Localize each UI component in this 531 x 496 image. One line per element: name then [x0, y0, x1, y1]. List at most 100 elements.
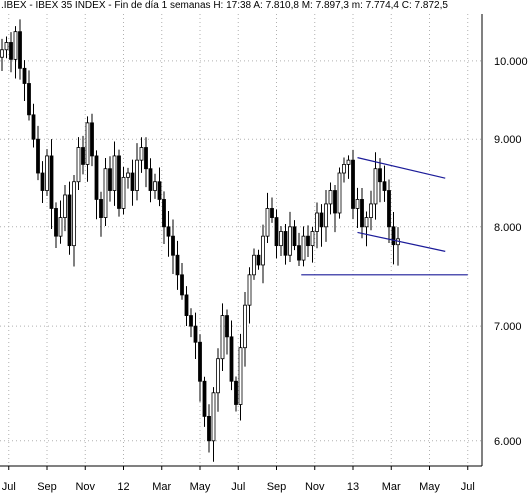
x-tick-label: Mar	[152, 481, 171, 493]
candle-body	[135, 159, 139, 191]
candle-body	[9, 42, 13, 60]
candle-body	[229, 336, 234, 382]
x-tick-label: Jul	[2, 481, 16, 493]
candle-body	[247, 274, 252, 306]
candle-body	[94, 155, 99, 200]
candle-body	[130, 172, 135, 191]
candle-body	[171, 235, 175, 256]
candle-body	[85, 122, 90, 165]
candle-body	[189, 315, 193, 327]
candle-body	[27, 83, 31, 116]
candle-body	[49, 155, 54, 209]
candle-body	[54, 208, 58, 237]
candle-body	[324, 203, 328, 228]
candle-body	[225, 315, 229, 338]
candle-body	[117, 155, 121, 209]
candle-body	[306, 235, 310, 247]
channel-upper-line	[357, 157, 446, 179]
x-tick-label: May	[190, 481, 211, 493]
candle-body	[333, 190, 337, 214]
candle-body	[13, 31, 18, 60]
candle-body	[283, 231, 288, 256]
candle-body	[22, 67, 27, 84]
candle-body	[148, 168, 153, 191]
candle-body	[166, 226, 171, 237]
candle-body	[67, 194, 72, 247]
candle-body	[319, 212, 324, 228]
y-tick-label: 8.000	[494, 222, 522, 234]
candle-body	[72, 181, 76, 247]
trendline-layer	[301, 157, 468, 276]
candle-body	[382, 181, 387, 191]
candle-body	[103, 168, 108, 218]
candle-body	[121, 176, 126, 209]
x-tick-label: 12	[117, 481, 129, 493]
candle-layer	[0, 19, 400, 462]
candle-body	[144, 147, 148, 170]
candle-body	[297, 245, 301, 261]
y-tick-label: 10.000	[494, 56, 528, 68]
candle-body	[139, 147, 144, 161]
candle-body	[45, 155, 49, 191]
candle-body	[63, 194, 67, 218]
candle-body	[364, 217, 369, 228]
candle-body	[391, 226, 396, 246]
candle-body	[184, 294, 189, 316]
y-tick-label: 7.000	[494, 321, 522, 333]
candle-body	[18, 31, 22, 69]
candle-body	[108, 168, 112, 191]
x-tick-label: Mar	[382, 481, 401, 493]
candle-body	[162, 199, 166, 228]
candle-body	[126, 172, 130, 178]
candle-body	[211, 392, 216, 442]
candle-body	[360, 199, 364, 228]
channel-lower-line	[357, 231, 446, 252]
candle-body	[243, 304, 247, 349]
candle-body	[99, 199, 103, 218]
candle-body	[315, 212, 319, 232]
candle-body	[378, 168, 382, 183]
candle-body	[270, 208, 274, 218]
x-tick-label: 13	[347, 481, 359, 493]
candle-body	[40, 172, 45, 191]
candle-body	[238, 347, 243, 405]
candle-body	[279, 231, 283, 247]
candle-body	[220, 315, 225, 360]
candle-body	[355, 199, 360, 209]
candle-body	[373, 168, 378, 205]
x-tick-label: Nov	[305, 481, 325, 493]
candle-body	[202, 380, 207, 417]
candle-body	[31, 114, 36, 140]
candle-body	[252, 254, 256, 276]
candle-body	[342, 164, 346, 174]
axis-layer: 6.000 7.000 8.000 9.000 10.000 Jul Sep Nov 12 Mar…	[0, 14, 528, 493]
y-tick-label: 6.000	[494, 436, 522, 448]
candle-body	[216, 358, 220, 394]
candle-body	[301, 235, 306, 261]
candle-body	[76, 147, 81, 183]
x-tick-label: May	[419, 481, 440, 493]
candle-body	[346, 159, 351, 165]
candle-body	[36, 138, 40, 174]
candle-body	[256, 254, 261, 266]
x-tick-label: Sep	[267, 481, 287, 493]
candle-body	[4, 42, 9, 51]
x-tick-label: Jul	[231, 481, 245, 493]
candle-body	[387, 190, 391, 228]
candle-body	[337, 172, 342, 214]
candle-body	[0, 49, 4, 58]
candle-body	[310, 231, 315, 247]
candle-body	[157, 181, 162, 200]
candle-body	[369, 203, 373, 218]
candle-body	[207, 415, 211, 442]
candle-body	[153, 181, 157, 191]
candle-body	[292, 226, 297, 247]
candle-body	[274, 217, 279, 247]
candle-body	[175, 254, 180, 276]
candle-body	[112, 155, 117, 191]
candle-body	[265, 208, 270, 237]
candle-body	[180, 274, 184, 296]
candle-body	[234, 380, 238, 405]
y-tick-label: 9.000	[494, 134, 522, 146]
